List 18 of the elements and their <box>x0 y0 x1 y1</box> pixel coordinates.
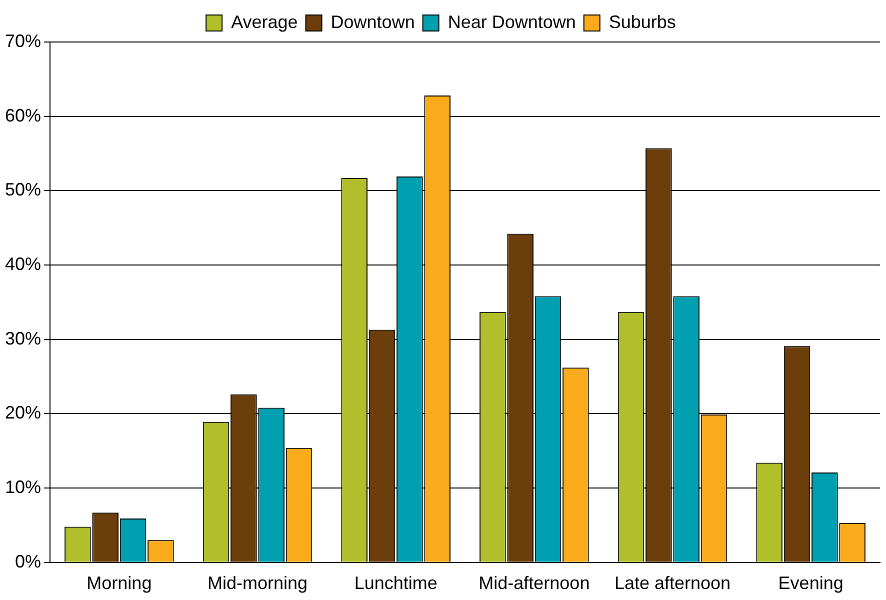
legend-label: Average <box>231 12 298 32</box>
y-tick-label: 60% <box>4 105 42 126</box>
x-tick-label: Morning <box>86 573 152 594</box>
x-tick-label: Mid-afternoon <box>478 573 590 594</box>
legend-label: Near Downtown <box>448 12 576 32</box>
y-tick-label: 30% <box>4 328 42 348</box>
legend-label: Suburbs <box>608 12 676 32</box>
y-tick-label: 70% <box>4 30 42 51</box>
x-tick-label: Lunchtime <box>354 573 438 594</box>
legend-label: Downtown <box>330 12 415 32</box>
x-tick-label: Evening <box>778 573 844 594</box>
y-tick-label: 50% <box>4 180 42 200</box>
x-tick-label: Late afternoon <box>614 573 731 594</box>
y-tick-label: 40% <box>4 254 42 274</box>
y-tick-label: 10% <box>4 477 42 498</box>
y-tick-label: 0% <box>15 551 42 572</box>
x-tick-label: Mid-morning <box>208 573 308 594</box>
y-tick-label: 20% <box>4 402 42 423</box>
